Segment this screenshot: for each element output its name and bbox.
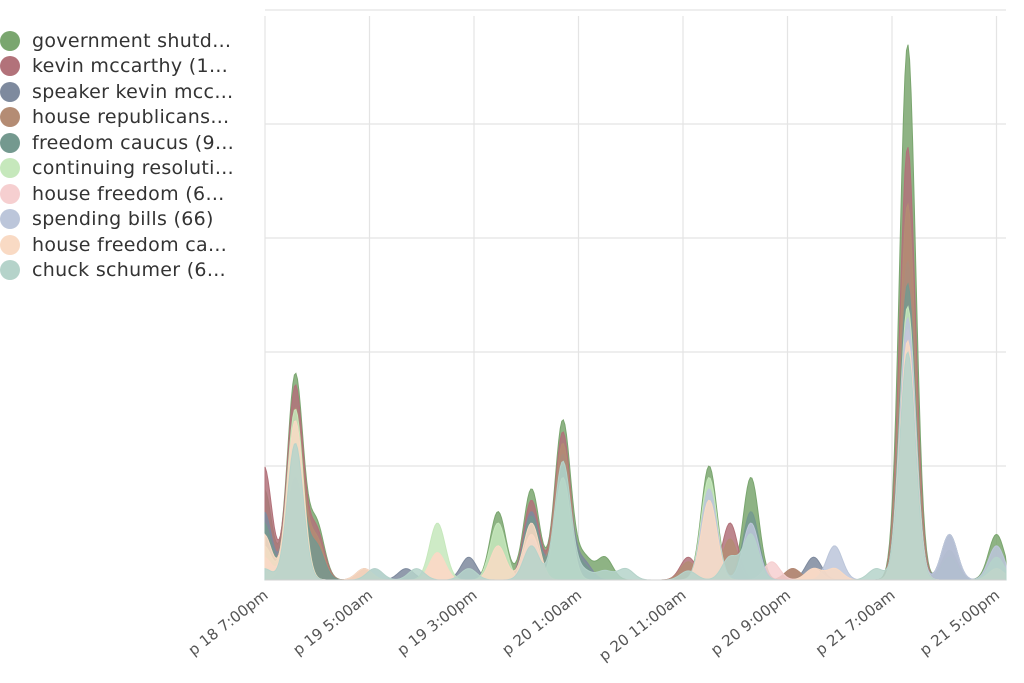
legend-swatch	[0, 132, 20, 153]
legend-label: speaker kevin mcc…	[32, 80, 234, 103]
legend-label: house freedom ca…	[32, 233, 228, 256]
legend-item[interactable]: house freedom ca…	[0, 232, 234, 258]
series-area-9[interactable]	[264, 350, 1007, 581]
legend-label: freedom caucus (9…	[32, 131, 235, 154]
x-tick-label: p 18 7:00pm	[185, 586, 272, 659]
x-axis: p 18 7:00pm p 19 5:00am p 19 3:00pm p 20 1:…	[185, 579, 1006, 665]
legend-swatch	[0, 107, 20, 128]
legend-item[interactable]: house freedom (6…	[0, 181, 234, 207]
legend-item[interactable]: kevin mccarthy (1…	[0, 54, 234, 80]
legend-label: government shutd…	[32, 29, 232, 52]
legend-swatch	[0, 158, 20, 179]
legend-item[interactable]: speaker kevin mcc…	[0, 79, 234, 105]
legend-item[interactable]: continuing resoluti…	[0, 156, 234, 182]
legend-item[interactable]: freedom caucus (9…	[0, 130, 234, 156]
grid-lines	[264, 9, 1006, 580]
x-tick-label: p 21 7:00am	[812, 586, 898, 659]
x-tick-label: p 20 11:00am	[595, 586, 689, 665]
legend-swatch	[0, 183, 20, 204]
legend-item[interactable]: chuck schumer (6…	[0, 258, 234, 284]
legend-swatch	[0, 209, 20, 230]
x-tick-label: p 19 5:00am	[290, 586, 376, 659]
legend: government shutd… kevin mccarthy (1… speak…	[0, 28, 234, 283]
legend-item[interactable]: house republicans…	[0, 105, 234, 131]
legend-label: house freedom (6…	[32, 182, 225, 205]
legend-swatch	[0, 30, 20, 51]
legend-label: house republicans…	[32, 106, 230, 129]
legend-item[interactable]: spending bills (66)	[0, 207, 234, 233]
x-tick-label: p 21 5:00pm	[916, 586, 1003, 659]
legend-swatch	[0, 234, 20, 255]
legend-label: chuck schumer (6…	[32, 259, 227, 282]
x-tick-label: p 20 9:00pm	[707, 586, 794, 659]
legend-item[interactable]: government shutd…	[0, 28, 234, 54]
legend-swatch	[0, 260, 20, 281]
legend-label: kevin mccarthy (1…	[32, 55, 229, 78]
x-tick-label: p 20 1:00am	[499, 586, 585, 659]
legend-swatch	[0, 81, 20, 102]
x-tick-label: p 19 3:00pm	[394, 586, 481, 659]
legend-label: continuing resoluti…	[32, 157, 235, 180]
series-areas	[264, 44, 1007, 581]
legend-swatch	[0, 56, 20, 77]
legend-label: spending bills (66)	[32, 208, 214, 231]
